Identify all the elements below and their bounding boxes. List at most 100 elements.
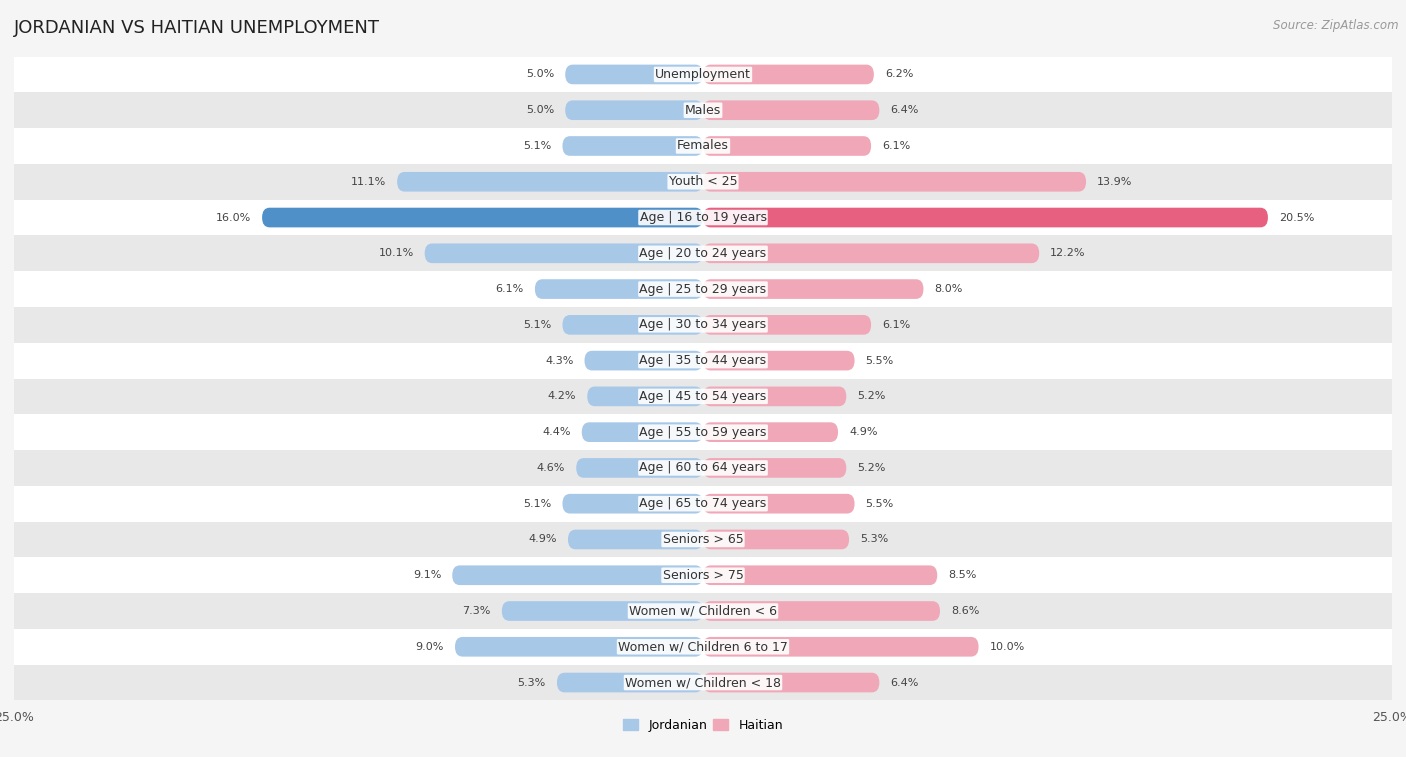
Text: 4.2%: 4.2% (548, 391, 576, 401)
Bar (14, 486, 1392, 522)
FancyBboxPatch shape (582, 422, 703, 442)
Text: 6.1%: 6.1% (882, 141, 910, 151)
FancyBboxPatch shape (703, 637, 979, 656)
Bar (14, 343, 1392, 378)
FancyBboxPatch shape (703, 101, 879, 120)
Text: 5.1%: 5.1% (523, 499, 551, 509)
FancyBboxPatch shape (703, 136, 872, 156)
Text: 5.1%: 5.1% (523, 141, 551, 151)
FancyBboxPatch shape (576, 458, 703, 478)
Text: 7.3%: 7.3% (463, 606, 491, 616)
FancyBboxPatch shape (703, 458, 846, 478)
FancyBboxPatch shape (703, 350, 855, 370)
Bar (14, 307, 1392, 343)
Text: Women w/ Children < 6: Women w/ Children < 6 (628, 605, 778, 618)
Text: 5.5%: 5.5% (866, 356, 894, 366)
Text: Age | 55 to 59 years: Age | 55 to 59 years (640, 425, 766, 438)
FancyBboxPatch shape (568, 530, 703, 550)
Text: 8.6%: 8.6% (950, 606, 980, 616)
Text: 5.0%: 5.0% (526, 70, 554, 79)
FancyBboxPatch shape (562, 494, 703, 513)
FancyBboxPatch shape (703, 244, 1039, 263)
Legend: Jordanian, Haitian: Jordanian, Haitian (619, 714, 787, 737)
Bar (14, 629, 1392, 665)
FancyBboxPatch shape (703, 565, 938, 585)
Text: Females: Females (678, 139, 728, 152)
Text: 4.9%: 4.9% (529, 534, 557, 544)
Text: Age | 25 to 29 years: Age | 25 to 29 years (640, 282, 766, 295)
FancyBboxPatch shape (703, 387, 846, 407)
Text: 4.9%: 4.9% (849, 427, 877, 437)
FancyBboxPatch shape (703, 494, 855, 513)
Text: Seniors > 65: Seniors > 65 (662, 533, 744, 546)
Bar (14, 57, 1392, 92)
Bar (14, 92, 1392, 128)
Text: 5.1%: 5.1% (523, 320, 551, 330)
Text: 13.9%: 13.9% (1097, 177, 1132, 187)
FancyBboxPatch shape (453, 565, 703, 585)
Text: 8.0%: 8.0% (935, 284, 963, 294)
FancyBboxPatch shape (585, 350, 703, 370)
FancyBboxPatch shape (703, 422, 838, 442)
FancyBboxPatch shape (396, 172, 703, 192)
Text: Youth < 25: Youth < 25 (669, 176, 737, 188)
Text: 5.3%: 5.3% (517, 678, 546, 687)
Text: 5.2%: 5.2% (858, 463, 886, 473)
Text: 6.1%: 6.1% (496, 284, 524, 294)
Text: Males: Males (685, 104, 721, 117)
FancyBboxPatch shape (534, 279, 703, 299)
Text: 4.6%: 4.6% (537, 463, 565, 473)
Text: Age | 65 to 74 years: Age | 65 to 74 years (640, 497, 766, 510)
Text: Women w/ Children 6 to 17: Women w/ Children 6 to 17 (619, 640, 787, 653)
Text: 10.0%: 10.0% (990, 642, 1025, 652)
Text: 6.4%: 6.4% (890, 678, 918, 687)
FancyBboxPatch shape (425, 244, 703, 263)
Text: 5.0%: 5.0% (526, 105, 554, 115)
Text: JORDANIAN VS HAITIAN UNEMPLOYMENT: JORDANIAN VS HAITIAN UNEMPLOYMENT (14, 19, 380, 37)
Bar (14, 593, 1392, 629)
Text: 6.1%: 6.1% (882, 320, 910, 330)
FancyBboxPatch shape (703, 172, 1085, 192)
Text: Source: ZipAtlas.com: Source: ZipAtlas.com (1274, 19, 1399, 32)
FancyBboxPatch shape (703, 601, 941, 621)
FancyBboxPatch shape (703, 673, 879, 693)
Bar (14, 271, 1392, 307)
Bar (14, 164, 1392, 200)
FancyBboxPatch shape (502, 601, 703, 621)
Bar (14, 557, 1392, 593)
Text: 9.0%: 9.0% (416, 642, 444, 652)
FancyBboxPatch shape (703, 64, 875, 84)
Text: 4.3%: 4.3% (546, 356, 574, 366)
FancyBboxPatch shape (703, 530, 849, 550)
Bar (14, 450, 1392, 486)
Text: 6.4%: 6.4% (890, 105, 918, 115)
FancyBboxPatch shape (588, 387, 703, 407)
Text: 8.5%: 8.5% (948, 570, 977, 580)
Text: 5.5%: 5.5% (866, 499, 894, 509)
Text: Unemployment: Unemployment (655, 68, 751, 81)
FancyBboxPatch shape (262, 207, 703, 227)
FancyBboxPatch shape (703, 207, 1268, 227)
Text: Women w/ Children < 18: Women w/ Children < 18 (626, 676, 780, 689)
Bar (14, 128, 1392, 164)
FancyBboxPatch shape (562, 136, 703, 156)
FancyBboxPatch shape (562, 315, 703, 335)
Text: Age | 30 to 34 years: Age | 30 to 34 years (640, 319, 766, 332)
Text: 6.2%: 6.2% (884, 70, 914, 79)
Text: Age | 60 to 64 years: Age | 60 to 64 years (640, 462, 766, 475)
Text: Age | 16 to 19 years: Age | 16 to 19 years (640, 211, 766, 224)
Text: 5.2%: 5.2% (858, 391, 886, 401)
Text: Age | 20 to 24 years: Age | 20 to 24 years (640, 247, 766, 260)
Text: 5.3%: 5.3% (860, 534, 889, 544)
FancyBboxPatch shape (565, 101, 703, 120)
Text: Age | 45 to 54 years: Age | 45 to 54 years (640, 390, 766, 403)
FancyBboxPatch shape (703, 279, 924, 299)
Bar (14, 200, 1392, 235)
Text: 9.1%: 9.1% (413, 570, 441, 580)
Text: 11.1%: 11.1% (352, 177, 387, 187)
FancyBboxPatch shape (557, 673, 703, 693)
Text: Seniors > 75: Seniors > 75 (662, 569, 744, 581)
FancyBboxPatch shape (456, 637, 703, 656)
Bar (14, 235, 1392, 271)
Bar (14, 522, 1392, 557)
